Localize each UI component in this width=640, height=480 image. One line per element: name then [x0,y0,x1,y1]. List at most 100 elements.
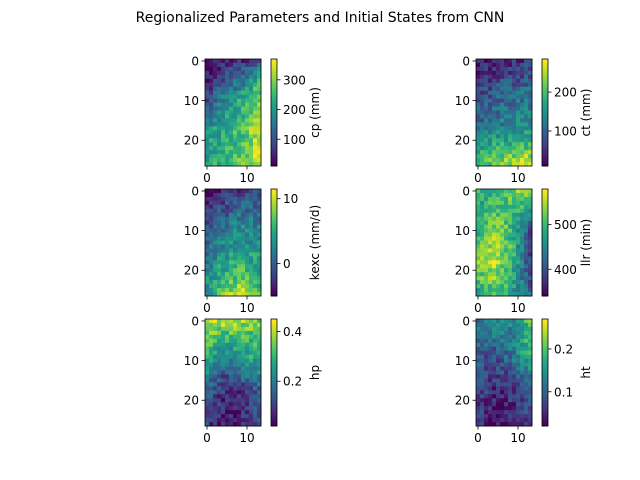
kexc-cell [213,260,218,265]
kexc-cell [209,248,214,253]
ht-cell [524,326,529,332]
llr-cell [484,264,489,269]
hp-cell [229,362,234,367]
ht-cell [524,338,529,344]
ht-cell [488,366,493,371]
hp-colorbar-step [271,381,277,384]
kexc-cell [233,224,238,230]
cp-cell [249,142,254,147]
kexc-cell [213,216,218,222]
hp-cell [213,390,218,395]
ct-cell [528,162,533,167]
hp-cell [205,390,210,395]
hp-cell [249,402,254,407]
ct-cell [484,114,489,119]
ct-cell [496,110,501,115]
llr-cell [476,248,481,253]
cp-cell [209,122,214,127]
ct-cell [496,154,501,159]
kexc-cell [225,196,230,202]
kexc-heatmap [205,189,262,297]
llr-cell [488,256,493,261]
ht-cell [480,386,485,391]
kexc-colorbar-step [271,230,277,233]
ht-cell [488,382,493,387]
hp-cell [237,319,242,324]
kexc-cell [245,232,250,237]
hp-cell [205,378,210,383]
llr-colorbar-step [542,256,548,259]
ct-cell [476,126,481,131]
kexc-y-tick-label: 20 [184,264,199,278]
hp-cell [217,402,222,407]
hp-cell [213,422,218,427]
cp-cell [225,142,230,147]
ct-cell [480,130,485,135]
llr-colorbar-step [542,238,548,242]
hp-cell [209,390,214,395]
ht-cell [516,358,521,363]
kexc-cell [253,200,258,206]
llr-cell [484,232,489,237]
kexc-cell [217,264,222,269]
hp-cell [241,390,246,395]
llr-cell [480,288,485,293]
cp-colorbar-step [271,87,277,90]
ht-colorbar-step [542,365,548,368]
cp-cell [253,114,258,119]
kexc-cell [229,272,234,277]
ht-colorbar-step [542,420,548,423]
cp-colorbar-step [271,60,277,63]
cp-cell [253,86,258,92]
ct-colorbar-step [542,126,548,129]
llr-cell [528,284,533,289]
ht-cell [488,422,493,427]
kexc-cell [229,220,234,226]
ht-cell [492,319,497,324]
kexc-cell [221,196,226,202]
ct-cell [504,150,509,155]
hp-colorbar-step [271,411,277,414]
kexc-cell [217,196,222,202]
llr-cell [480,264,485,269]
ht-cell [484,366,489,371]
llr-colorbar-step [542,294,548,297]
cp-cell [229,86,234,92]
ct-cell [524,98,529,103]
ct-cell [480,154,485,159]
llr-cell [504,216,509,222]
hp-cell [209,406,214,411]
ct-cell [520,98,525,103]
cp-heatmap [205,59,262,167]
llr-cell [508,232,513,237]
kexc-cell [253,280,258,285]
ht-cell [524,330,529,336]
cp-colorbar-step [271,78,277,81]
hp-cell [241,414,246,419]
llr-colorbar-step [542,213,548,217]
llr-cell [476,232,481,237]
llr-cell [528,216,533,222]
ct-cell [524,106,529,111]
ht-cell [516,370,521,375]
hp-cell [213,362,218,367]
llr-cell [492,189,497,194]
cp-cell [229,146,234,151]
ct-colorbar-step [542,123,548,126]
llr-cell [524,260,529,265]
hp-cell [245,362,250,367]
ct-cell [512,70,517,76]
kexc-cell [221,272,226,277]
ct-cell [496,162,501,167]
ht-cell [524,422,529,427]
hp-cell [245,386,250,391]
ct-cell [484,110,489,115]
ht-colorbar-step [542,345,548,348]
hp-cell [209,402,214,407]
hp-cell [249,378,254,383]
cp-cell [209,150,214,155]
ht-cell [476,378,481,383]
cp-cell [253,82,258,88]
kexc-cell [245,288,250,293]
ct-cell [492,146,497,151]
